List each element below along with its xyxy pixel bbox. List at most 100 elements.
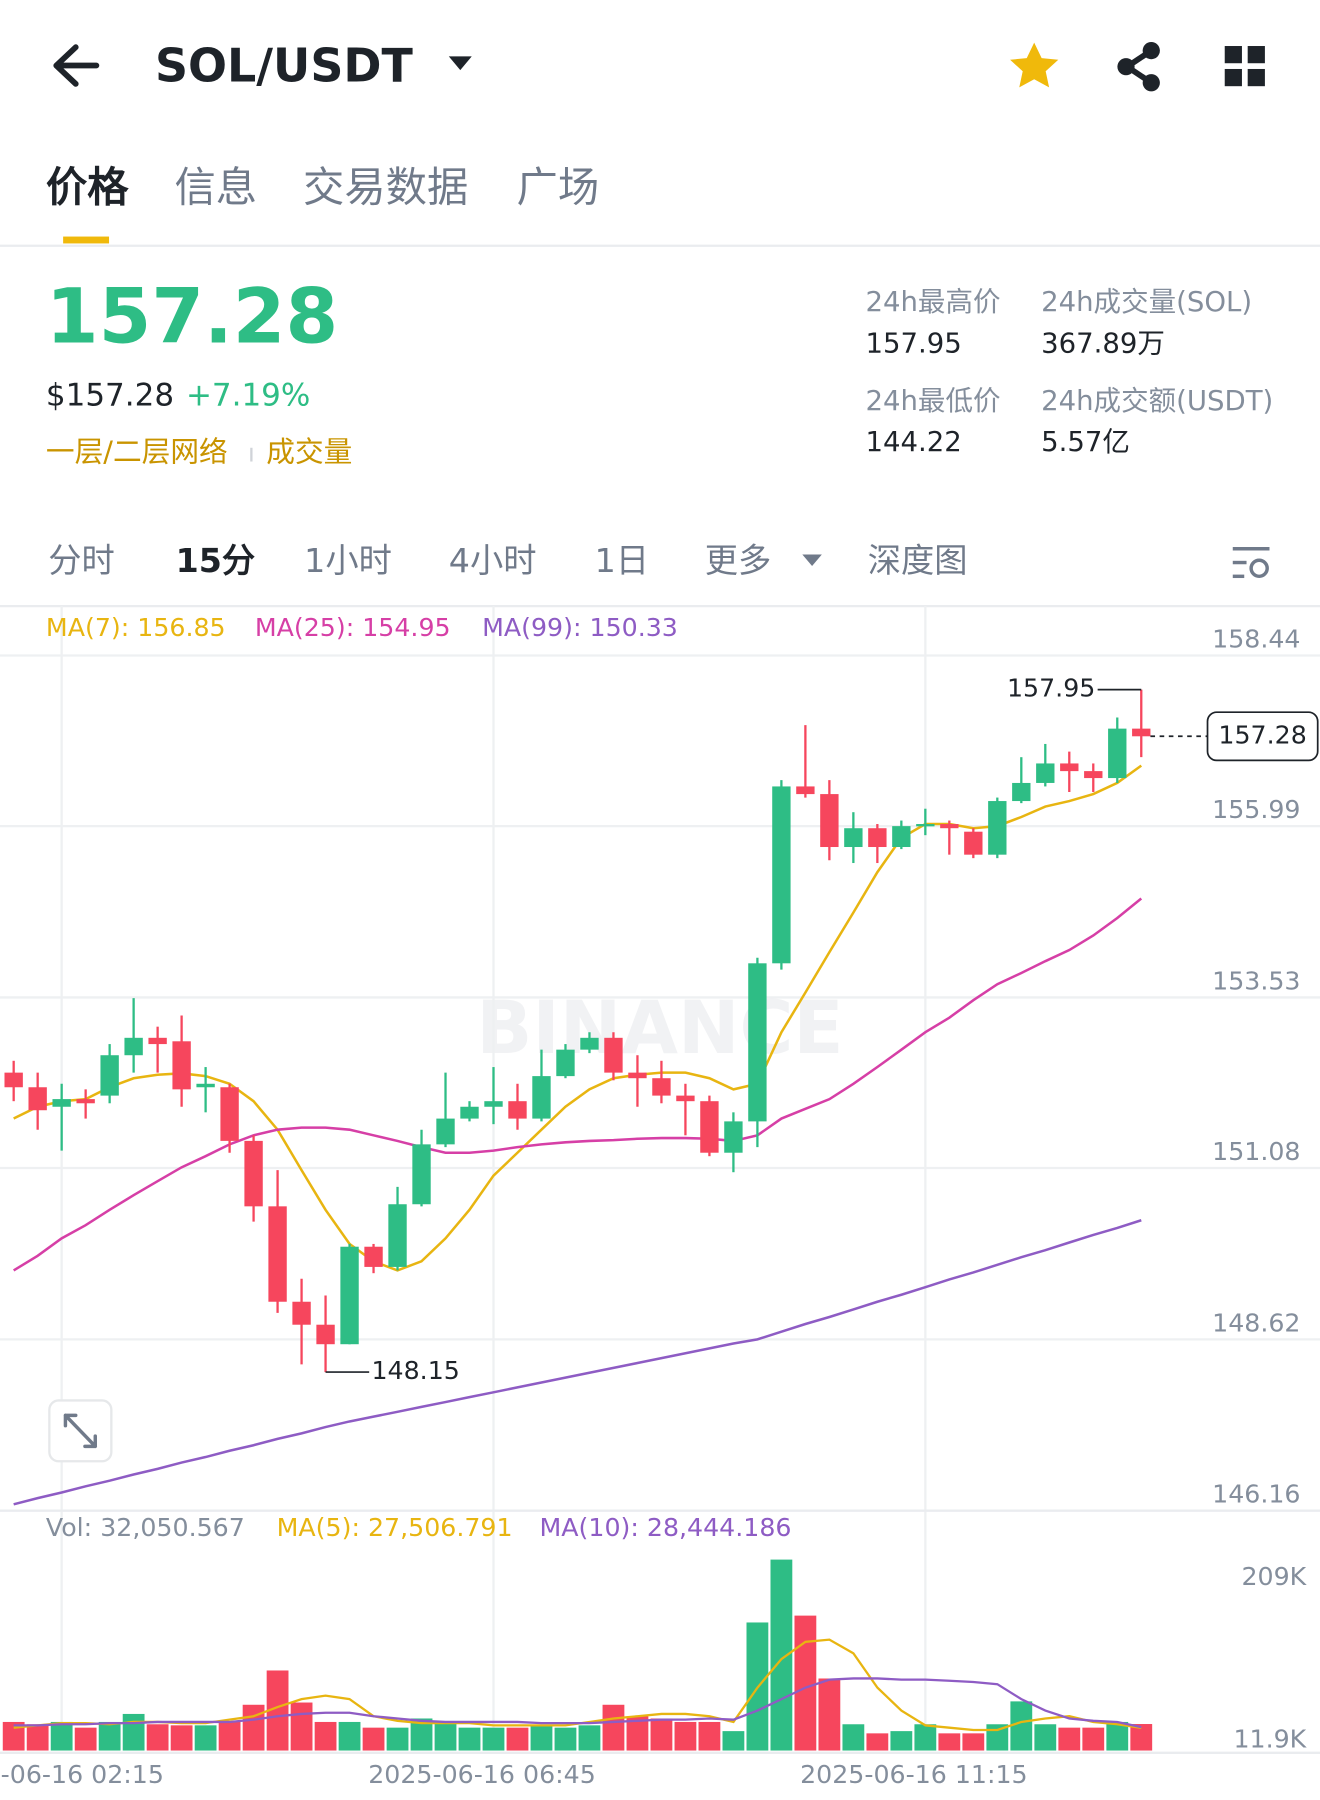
ma-legend: MA(99): 150.33 (482, 613, 678, 642)
tag[interactable]: 一层/二层网络 (46, 434, 228, 468)
candle-body (532, 1076, 551, 1119)
volume-bar (914, 1724, 937, 1751)
x-tick-label: 2025-06-16 06:45 (368, 1760, 596, 1789)
back-arrow (53, 44, 100, 87)
tab[interactable]: 交易数据 (303, 164, 468, 212)
stat-label: 24h成交量(SOL) (1041, 286, 1252, 318)
favorite-star[interactable] (1010, 42, 1059, 88)
x-tick-label: 2025-06-16 11:15 (800, 1760, 1028, 1789)
interval[interactable]: 1小时 (304, 541, 392, 580)
interval[interactable]: 分时 (48, 541, 115, 580)
volume-bar (434, 1721, 457, 1751)
volume-ma-line (13, 1638, 1142, 1732)
content: SOL/USDT 价格 信息 交易数据 广场 157.28 $157.28 +7… (0, 38, 1320, 1789)
more-dropdown[interactable] (802, 554, 822, 566)
volume-bar (170, 1725, 193, 1751)
volume-bar (1130, 1724, 1153, 1751)
volume-bar (818, 1678, 841, 1751)
ma-legend: MA(25): 154.95 (255, 613, 451, 642)
candle-body (100, 1055, 119, 1096)
candle-body (772, 786, 791, 964)
usd-price: $157.28 (46, 378, 174, 414)
volume-bar (194, 1725, 217, 1751)
expand-button[interactable] (48, 1399, 113, 1463)
stat-label: 24h最低价 (865, 385, 1000, 417)
share-dot (1117, 58, 1135, 76)
grid-square (1247, 46, 1265, 64)
settings-gear (1249, 558, 1269, 579)
interval[interactable]: 更多 (705, 541, 772, 580)
volume-bar (98, 1721, 121, 1751)
candle-body (196, 1083, 215, 1088)
tab[interactable]: 广场 (517, 164, 600, 212)
volume-tick-label: 11.9K (1233, 1725, 1307, 1754)
stat-value: 144.22 (865, 426, 961, 458)
volume-bar (770, 1559, 793, 1751)
volume-bar (458, 1727, 481, 1751)
candle-body (388, 1204, 407, 1267)
volume-bar (722, 1731, 745, 1751)
candle-body (1132, 728, 1151, 737)
volume-bar (218, 1721, 241, 1751)
volume-bar (530, 1725, 553, 1751)
candle-body (796, 786, 815, 795)
share-dot (1142, 74, 1160, 92)
volume-bar (506, 1727, 529, 1751)
candle-body (52, 1099, 71, 1107)
interval[interactable]: 4小时 (449, 541, 537, 580)
chart-settings[interactable] (1232, 547, 1270, 579)
volume-bar (74, 1727, 97, 1751)
pair-title[interactable]: SOL/USDT (155, 38, 414, 92)
volume-bar (314, 1721, 337, 1751)
volume-ma-legend: MA(10): 28,444.186 (539, 1513, 791, 1542)
y-tick-label: 155.99 (1212, 795, 1300, 824)
volume-bar (122, 1713, 145, 1751)
share-button[interactable] (1117, 42, 1160, 92)
stat-value: 157.95 (865, 327, 961, 359)
grid (0, 606, 1320, 1751)
tab-indicator (63, 236, 110, 244)
pair-dropdown[interactable] (448, 56, 472, 71)
y-tick-label: 158.44 (1212, 625, 1300, 654)
volume-bar (26, 1724, 49, 1751)
stat-value: 5.57亿 (1041, 426, 1130, 458)
stat-label: 24h成交额(USDT) (1041, 385, 1273, 417)
share-dot (1142, 42, 1160, 60)
candle-body (172, 1041, 191, 1090)
back-button[interactable] (53, 44, 100, 87)
tab[interactable]: 价格 (46, 164, 129, 212)
tag[interactable]: 成交量 (266, 434, 352, 468)
volume-bar (650, 1718, 673, 1751)
candle-body (340, 1246, 359, 1345)
candle-body (844, 828, 863, 848)
candle-body (220, 1087, 239, 1141)
low-marker-label: 148.15 (371, 1356, 459, 1385)
tab[interactable]: 信息 (174, 164, 257, 212)
x-tick-label: 2025-06-16 02:15 (0, 1760, 164, 1789)
volume-tick-label: 209K (1241, 1562, 1307, 1591)
grid-square (1224, 68, 1242, 87)
candle-body (412, 1144, 431, 1205)
volume-bar (1010, 1701, 1033, 1751)
candle-body (124, 1037, 143, 1056)
volume-bar (938, 1733, 961, 1751)
volume-bar (578, 1725, 601, 1751)
candle-body (1036, 763, 1055, 783)
volume-bar (602, 1704, 625, 1751)
volume-bar (674, 1721, 697, 1751)
volume-bar (410, 1718, 433, 1751)
y-tick-label: 153.53 (1212, 967, 1300, 996)
candle-body (436, 1118, 455, 1145)
y-tick-label: 146.16 (1212, 1480, 1300, 1509)
candle-body (1060, 763, 1079, 772)
layout-button[interactable] (1224, 46, 1265, 87)
interval[interactable]: 1日 (595, 541, 649, 580)
interval[interactable]: 15分 (176, 541, 256, 580)
last-price: 157.28 (46, 272, 338, 360)
candle-body (508, 1101, 527, 1119)
candle-body (28, 1087, 47, 1111)
interval[interactable]: 深度图 (868, 541, 968, 580)
watermark: BINANCE (476, 986, 843, 1071)
